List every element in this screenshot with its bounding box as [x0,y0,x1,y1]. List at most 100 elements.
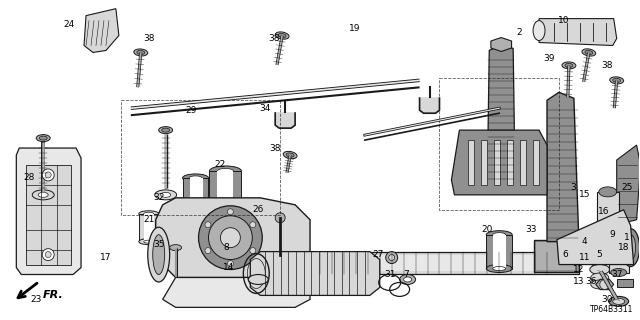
Text: 6: 6 [562,250,568,259]
Bar [507,140,513,185]
Bar [520,140,526,185]
Text: 30: 30 [601,295,612,304]
Polygon shape [596,279,614,290]
Text: 38: 38 [269,144,281,153]
Text: 8: 8 [223,243,229,252]
Ellipse shape [171,238,180,242]
Ellipse shape [166,235,186,244]
Ellipse shape [609,296,628,306]
Text: 2: 2 [516,28,522,37]
Polygon shape [547,92,579,242]
Ellipse shape [275,32,289,39]
Ellipse shape [218,206,234,211]
Ellipse shape [162,243,184,250]
Text: 7: 7 [403,270,408,279]
Text: 14: 14 [223,263,234,272]
Text: 39: 39 [543,54,555,63]
Polygon shape [451,130,547,195]
Polygon shape [420,97,440,113]
Ellipse shape [167,215,178,218]
Text: 31: 31 [384,270,396,279]
Text: 37: 37 [611,270,623,279]
Ellipse shape [182,208,209,216]
Ellipse shape [278,34,286,38]
Ellipse shape [590,265,610,275]
Bar [189,178,202,213]
Text: 34: 34 [260,104,271,113]
Text: 1: 1 [624,233,630,242]
Text: 29: 29 [185,106,196,115]
Ellipse shape [161,192,171,197]
Ellipse shape [486,231,512,239]
Ellipse shape [599,187,617,197]
Bar [182,178,209,213]
Bar [486,235,512,268]
Ellipse shape [612,78,621,82]
Ellipse shape [148,227,170,282]
Text: 13: 13 [573,277,584,286]
Ellipse shape [182,174,209,182]
Ellipse shape [591,273,609,282]
Ellipse shape [189,176,202,180]
Ellipse shape [572,251,590,260]
Bar [285,255,579,270]
Ellipse shape [621,229,639,267]
Ellipse shape [399,275,415,284]
Ellipse shape [162,128,170,132]
Polygon shape [557,210,634,265]
Ellipse shape [591,258,607,267]
Text: 33: 33 [525,225,537,234]
Bar [139,214,159,242]
Ellipse shape [567,248,595,264]
Ellipse shape [159,127,173,134]
Text: 4: 4 [582,237,588,246]
Ellipse shape [493,267,506,270]
Ellipse shape [595,260,605,266]
Bar [536,242,577,269]
Bar [493,235,506,268]
Polygon shape [17,148,81,275]
Ellipse shape [134,49,148,56]
Polygon shape [275,112,295,128]
Circle shape [209,216,252,260]
Text: 16: 16 [598,207,609,216]
Ellipse shape [562,62,576,69]
Text: 17: 17 [100,253,112,262]
Bar [596,192,619,242]
Ellipse shape [167,245,178,248]
Ellipse shape [493,233,506,237]
Text: 22: 22 [215,160,226,170]
Text: 11: 11 [579,253,591,262]
Polygon shape [491,37,511,52]
Circle shape [42,169,54,181]
Ellipse shape [591,280,609,289]
Ellipse shape [144,212,154,215]
Bar [481,140,487,185]
Text: 15: 15 [579,190,591,199]
Text: 23: 23 [31,295,42,304]
Text: 36: 36 [585,277,596,286]
Circle shape [205,248,211,253]
Polygon shape [487,44,515,185]
Text: 25: 25 [621,183,632,192]
Ellipse shape [38,192,48,197]
Polygon shape [617,145,640,225]
Ellipse shape [153,235,164,275]
Text: 10: 10 [558,16,570,25]
Circle shape [250,222,256,228]
Polygon shape [84,9,119,52]
Ellipse shape [162,213,184,220]
Text: 38: 38 [143,34,154,43]
Bar [209,171,241,209]
Ellipse shape [284,151,297,159]
Ellipse shape [611,268,627,276]
Bar [144,214,154,242]
Text: 18: 18 [618,243,629,252]
Ellipse shape [144,240,154,243]
Text: FR.: FR. [44,291,64,300]
Ellipse shape [533,20,545,41]
Ellipse shape [139,239,159,244]
Text: 38: 38 [268,34,280,43]
Text: 19: 19 [349,24,360,33]
Ellipse shape [218,168,234,173]
